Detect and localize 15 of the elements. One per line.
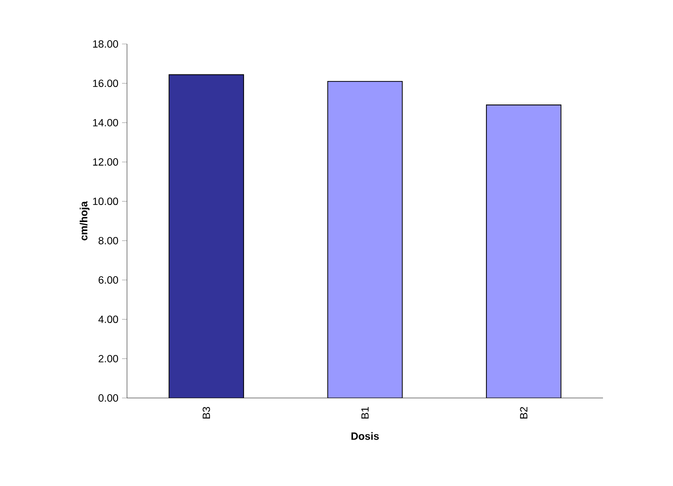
y-tick-label: 10.00 bbox=[93, 198, 118, 206]
x-tick-label: B2 bbox=[520, 407, 528, 418]
x-axis-title: Dosis bbox=[351, 432, 379, 440]
y-tick-label: 14.00 bbox=[93, 118, 118, 126]
y-tick-label: 8.00 bbox=[98, 236, 118, 244]
x-tick-label: B1 bbox=[361, 407, 369, 418]
y-tick-label: 4.00 bbox=[98, 316, 118, 324]
y-tick-label: 6.00 bbox=[98, 276, 118, 284]
y-tick-label: 2.00 bbox=[98, 354, 118, 362]
y-tick-label: 0.00 bbox=[98, 394, 118, 402]
y-tick-label: 16.00 bbox=[93, 80, 118, 88]
y-tick-label: 18.00 bbox=[93, 40, 118, 48]
x-tick-label: B3 bbox=[202, 406, 210, 418]
y-tick-label: 12.00 bbox=[93, 158, 118, 166]
y-axis-title: cm/hoja bbox=[80, 201, 90, 240]
